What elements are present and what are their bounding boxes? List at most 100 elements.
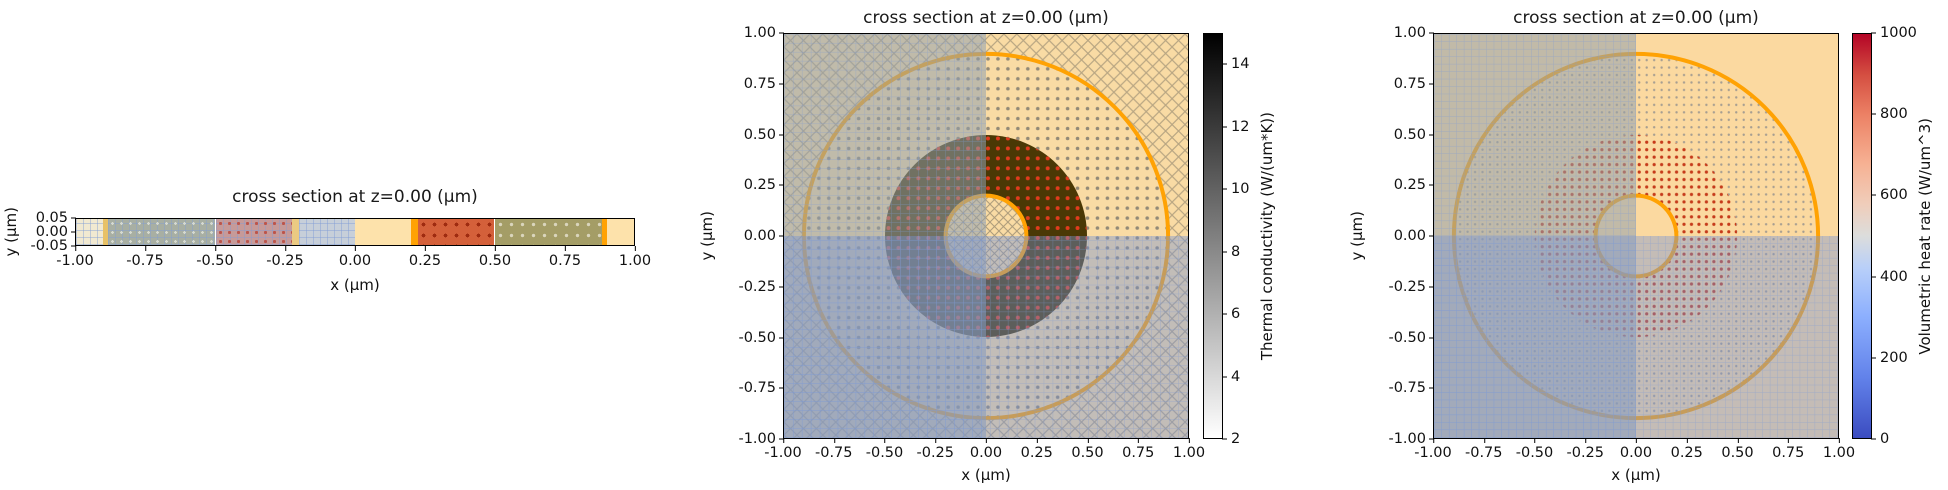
strip-x-label: x (μm) [330,276,380,294]
tick-label: 0.50 [1721,438,1754,461]
conductivity-x-label: x (μm) [961,466,1011,484]
tick-label: -0.50 [1515,438,1554,461]
conductivity-axes [783,33,1189,439]
strip-y-axis: 0.05 0.00 -0.05 [18,210,68,254]
tick-label: -0.25 [266,246,304,269]
colorbar-tick-label: 400 [1880,268,1908,285]
tick-label: -1.00 [1414,438,1452,461]
heatrate-title: cross section at z=0.00 (μm) [1513,8,1759,28]
strip-segment [299,219,355,245]
strip-segment [410,219,418,245]
colorbar-tick-label: 800 [1880,106,1908,123]
tick-label: 0.00 [338,246,372,269]
tick-label: -0.75 [738,380,776,397]
tick-label: 0.50 [478,246,512,269]
strip-segment [417,219,495,245]
tick-label: -0.05 [30,238,68,254]
tick-label: 0.25 [1020,438,1053,461]
tick-label: -0.50 [196,246,234,269]
strip-segment [76,219,103,245]
tick-label: -0.25 [1388,278,1426,295]
tick-label: -0.75 [1464,438,1503,461]
conductivity-y-axis: 1.00 0.75 0.50 0.25 0.00 -0.25 -0.50 -0.75 -1.00 [726,25,776,447]
tick-label: 0.75 [1393,75,1426,92]
heatrate-x-axis: -1.00 -0.75 -0.50 -0.25 0.00 0.25 0.50 0.75 1.00 [1414,438,1855,463]
tick-label: -0.50 [738,329,776,346]
conductivity-colorbar [1203,33,1223,439]
tick-label: 0.25 [743,177,776,194]
tick-label: 0.75 [743,75,776,92]
tick-label: 0.00 [743,228,776,244]
strip-segment [292,219,300,245]
tick-label: -0.75 [126,246,164,269]
tick-label: 0.50 [743,126,776,143]
strip-axes [75,218,635,246]
strip-segment [102,219,109,245]
heatrate-colorbar [1852,33,1872,439]
conductivity-canvas [784,34,1188,438]
tick-label: 1.00 [618,246,652,269]
tick-label: -0.75 [1388,380,1426,397]
tick-label: 0.00 [1619,438,1653,461]
conductivity-colorbar-label: Thermal conductivity (W/(um*K)) [1258,111,1276,361]
tick-label: 0.00 [35,224,68,240]
colorbar-tick-label: 8 [1231,243,1241,260]
heatrate-y-label: y (μm) [1348,211,1366,261]
strip-title: cross section at z=0.00 (μm) [232,187,478,207]
tick-label: -0.75 [814,438,853,461]
conductivity-colorbar-ticks: 14 12 10 8 6 4 2 [1231,33,1271,447]
tick-label: 0.75 [1122,438,1155,461]
conductivity-y-label: y (μm) [698,211,716,261]
tick-label: 0.50 [1071,438,1104,461]
tick-label: -1.00 [764,438,802,461]
strip-segment [215,219,293,245]
tick-label: -0.25 [1566,438,1605,461]
conductivity-x-axis: -1.00 -0.75 -0.50 -0.25 0.00 0.25 0.50 0.75 1.00 [764,438,1205,463]
strip-segment [601,219,608,245]
tick-label: 0.00 [969,438,1003,461]
heatrate-axes [1433,33,1839,439]
heatrate-x-label: x (μm) [1611,466,1661,484]
tick-label: -0.50 [1388,329,1426,346]
colorbar-tick-label: 10 [1231,181,1250,198]
tick-label: 1.00 [1393,25,1426,41]
tick-label: 0.25 [408,246,442,269]
tick-label: 1.00 [1822,438,1856,461]
colorbar-tick-label: 1000 [1880,25,1917,41]
tick-label: -0.25 [738,278,776,295]
tick-label: 0.05 [35,210,68,226]
strip-segment [607,219,634,245]
tick-label: 0.25 [1670,438,1703,461]
tick-label: -1.00 [56,246,94,269]
tick-label: -0.25 [916,438,955,461]
tick-label: 0.75 [1772,438,1805,461]
tick-label: -1.00 [1388,431,1426,447]
tick-label: 0.50 [1393,126,1426,143]
heatrate-colorbar-ticks: 1000 800 600 400 200 0 [1880,25,1924,447]
tick-label: 0.00 [1393,228,1426,244]
colorbar-tick-label: 6 [1231,306,1241,323]
heatrate-colorbar-label: Volumetric heat rate (W/um^3) [1916,117,1934,355]
colorbar-tick-label: 200 [1880,349,1908,366]
tick-label: 0.75 [548,246,582,269]
tick-label: 1.00 [743,25,776,41]
strip-y-label: y (μm) [2,207,20,257]
tick-label: 1.00 [1172,438,1206,461]
heatrate-canvas [1434,34,1838,438]
colorbar-tick-label: 600 [1880,187,1908,204]
colorbar-tick-label: 12 [1231,118,1250,135]
tick-label: -1.00 [738,431,776,447]
tick-label: 0.25 [1393,177,1426,194]
heatrate-y-axis: 1.00 0.75 0.50 0.25 0.00 -0.25 -0.50 -0.75 -1.00 [1376,25,1426,447]
strip-x-axis: -1.00 -0.75 -0.50 -0.25 0.00 0.25 0.50 0.75 1.00 [56,246,651,271]
colorbar-tick-label: 14 [1231,56,1250,73]
conductivity-title: cross section at z=0.00 (μm) [863,8,1109,28]
colorbar-tick-label: 2 [1231,431,1241,447]
strip-segment [355,219,411,245]
colorbar-tick-label: 4 [1231,368,1241,385]
colorbar-tick-label: 0 [1880,431,1890,447]
tick-label: -0.50 [865,438,904,461]
strip-segment [108,219,216,245]
strip-segment [494,219,602,245]
